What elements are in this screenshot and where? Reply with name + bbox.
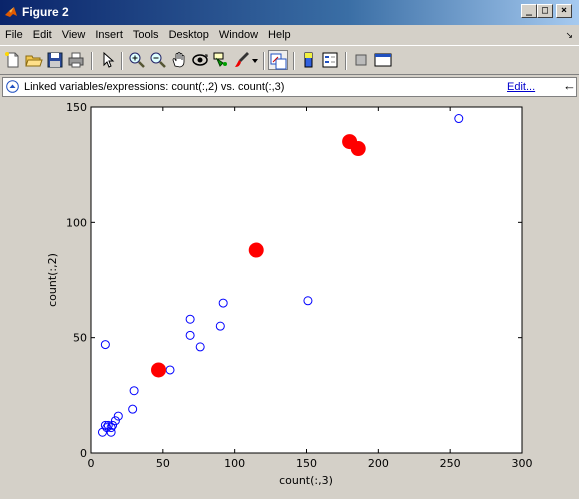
y-axis-label: count(:,2) [46, 253, 59, 307]
data-point[interactable] [215, 321, 225, 331]
brush-icon[interactable] [232, 50, 252, 70]
toolbar-separator [91, 52, 93, 70]
x-tick-label: 200 [368, 457, 389, 470]
menu-desktop[interactable]: Desktop [168, 29, 209, 41]
data-point[interactable] [218, 298, 228, 308]
toolbar-separator [345, 52, 347, 70]
close-linked-bar-arrow-icon[interactable]: ← [563, 78, 576, 93]
x-tick-label: 150 [296, 457, 317, 470]
x-tick-label: 250 [440, 457, 461, 470]
figure-toolbar [0, 45, 579, 75]
save-icon[interactable] [45, 50, 65, 70]
open-file-icon[interactable] [24, 50, 44, 70]
y-tick-label: 50 [73, 332, 87, 345]
toolbar-separator [263, 52, 265, 70]
x-tick-label: 0 [88, 457, 95, 470]
legend-icon[interactable] [320, 50, 340, 70]
data-cursor-icon[interactable] [211, 50, 231, 70]
x-tick-label: 100 [224, 457, 245, 470]
brushed-data-point[interactable] [151, 362, 167, 378]
menu-tools[interactable]: Tools [132, 29, 159, 41]
menu-dock-arrow-icon[interactable]: ↘ [565, 30, 573, 40]
axis-ticks: 0 50 100 150 200 250 300 0 50 100 150 [66, 101, 533, 470]
linked-data-bar: Linked variables/expressions: count(:,2)… [2, 77, 577, 97]
data-point[interactable] [128, 404, 138, 414]
rotate-3d-icon[interactable] [190, 50, 210, 70]
menu-help[interactable]: Help [268, 29, 291, 41]
menu-window[interactable]: Window [218, 29, 259, 41]
toolbar-separator [121, 52, 123, 70]
scatter-markers [97, 114, 464, 437]
x-tick-label: 50 [156, 457, 170, 470]
data-point[interactable] [185, 314, 195, 324]
y-tick-label: 0 [80, 447, 87, 460]
data-point[interactable] [100, 340, 110, 350]
data-point[interactable] [113, 411, 123, 421]
close-button[interactable]: × [556, 4, 572, 18]
brushed-data-point[interactable] [248, 242, 264, 258]
colorbar-icon[interactable] [299, 50, 319, 70]
data-point[interactable] [454, 114, 464, 124]
maximize-button[interactable]: □ [537, 4, 553, 18]
menu-view[interactable]: View [61, 29, 86, 41]
toolbar-separator [293, 52, 295, 70]
window-title: Figure 2 [22, 5, 69, 19]
zoom-out-icon[interactable] [148, 50, 168, 70]
menu-file[interactable]: File [5, 29, 23, 41]
edit-link[interactable]: Edit... [507, 81, 536, 93]
plot-area: 0 50 100 150 200 250 300 0 50 100 150 count(:,3) c… [0, 98, 579, 499]
data-point[interactable] [129, 386, 139, 396]
y-tick-label: 150 [66, 101, 87, 114]
linked-variables-text: Linked variables/expressions: count(:,2)… [24, 81, 285, 93]
hide-plot-tools-icon[interactable] [351, 50, 371, 70]
menu-edit[interactable]: Edit [32, 29, 52, 41]
y-tick-label: 100 [66, 216, 87, 229]
data-point[interactable] [303, 296, 313, 306]
data-point[interactable] [185, 330, 195, 340]
show-plot-tools-icon[interactable] [373, 50, 393, 70]
pan-hand-icon[interactable] [169, 50, 189, 70]
menu-insert[interactable]: Insert [95, 29, 123, 41]
axes[interactable] [90, 106, 523, 454]
pointer-icon[interactable] [97, 50, 117, 70]
title-bar[interactable]: Figure 2 _ □ × [0, 0, 579, 25]
x-axis-label: count(:,3) [279, 474, 333, 487]
zoom-in-icon[interactable] [127, 50, 147, 70]
minimize-button[interactable]: _ [521, 4, 537, 18]
collapse-chevron-icon[interactable] [6, 80, 19, 93]
brush-dropdown-icon[interactable] [250, 50, 260, 70]
data-point[interactable] [195, 342, 205, 352]
data-point[interactable] [103, 420, 113, 430]
link-plot-icon[interactable] [268, 50, 288, 70]
menu-bar: File Edit View Insert Tools Desktop Window Help [0, 25, 579, 45]
data-point[interactable] [110, 416, 120, 426]
x-tick-label: 300 [512, 457, 533, 470]
print-icon[interactable] [66, 50, 86, 70]
matlab-logo-icon [5, 7, 17, 17]
data-point[interactable] [102, 423, 112, 433]
data-point[interactable] [108, 420, 118, 430]
new-figure-icon[interactable] [3, 50, 23, 70]
brushed-data-point[interactable] [350, 141, 366, 157]
data-point[interactable] [106, 423, 116, 433]
